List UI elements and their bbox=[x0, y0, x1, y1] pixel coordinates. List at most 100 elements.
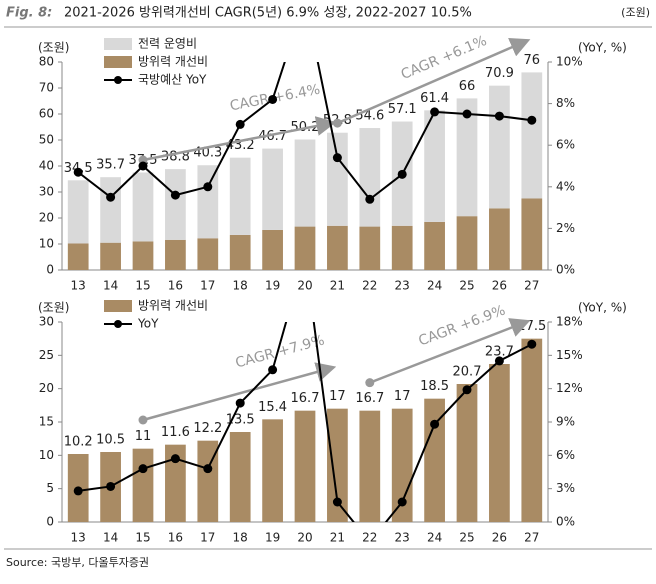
bar bbox=[489, 364, 510, 522]
y-axis-title: (조원) bbox=[38, 301, 69, 315]
yoy-point bbox=[138, 464, 148, 474]
bar bbox=[424, 221, 445, 270]
bar bbox=[359, 226, 381, 270]
cagr-start bbox=[365, 378, 375, 388]
legend-label: 방위력 개선비 bbox=[138, 299, 208, 313]
yoy-line bbox=[77, 62, 532, 201]
value-label: 11.6 bbox=[161, 425, 190, 440]
x-tick-label: 26 bbox=[492, 279, 507, 293]
yoy-point bbox=[332, 153, 342, 163]
y-tick-label: 10 bbox=[39, 448, 54, 462]
cagr-label: CAGR +6.9% bbox=[416, 302, 507, 349]
legend-swatch bbox=[104, 38, 132, 50]
x-tick-label: 22 bbox=[362, 279, 377, 293]
source: Source: 국방부, 다올투자증권 bbox=[6, 556, 149, 569]
y-tick-label: 30 bbox=[39, 185, 54, 199]
bar bbox=[294, 139, 316, 227]
total-label: 66 bbox=[459, 79, 476, 94]
x-tick-label: 14 bbox=[103, 531, 118, 545]
cagr-arrow bbox=[142, 116, 337, 162]
yoy-point bbox=[170, 190, 180, 200]
legend-dot bbox=[114, 76, 122, 84]
x-tick-label: 25 bbox=[459, 531, 474, 545]
y-tick-label: 0 bbox=[46, 263, 54, 277]
yoy-point bbox=[235, 398, 245, 408]
bar bbox=[359, 410, 381, 522]
legend-dot bbox=[114, 320, 122, 328]
y-tick-label: 20 bbox=[39, 381, 54, 395]
x-tick-label: 20 bbox=[297, 531, 312, 545]
bar bbox=[456, 216, 478, 270]
header-title: 2021-2026 방위력개선비 CAGR(5년) 6.9% 성장, 2022-… bbox=[64, 6, 472, 21]
x-tick-label: 22 bbox=[362, 531, 377, 545]
y2-tick-label: 2% bbox=[556, 221, 575, 235]
yoy-point bbox=[462, 385, 472, 395]
x-tick-label: 21 bbox=[330, 279, 345, 293]
x-tick-label: 13 bbox=[71, 279, 86, 293]
yoy-point bbox=[235, 119, 245, 129]
total-label: 61.4 bbox=[420, 91, 449, 106]
bar bbox=[197, 238, 219, 270]
x-tick-label: 19 bbox=[265, 279, 280, 293]
bar bbox=[327, 408, 348, 522]
yoy-point bbox=[494, 111, 504, 121]
x-tick-label: 17 bbox=[200, 279, 215, 293]
y2-axis-title: (YoY, %) bbox=[578, 41, 627, 55]
y-tick-label: 80 bbox=[39, 55, 54, 69]
bar bbox=[165, 444, 186, 522]
bar bbox=[67, 243, 89, 270]
legend-label: 방위력 개선비 bbox=[138, 55, 208, 69]
yoy-point bbox=[203, 182, 213, 192]
x-tick-label: 14 bbox=[103, 279, 118, 293]
bar bbox=[262, 229, 283, 270]
bar bbox=[229, 432, 251, 522]
bar bbox=[489, 208, 510, 270]
x-tick-label: 24 bbox=[427, 531, 442, 545]
bar bbox=[456, 98, 478, 217]
x-tick-label: 17 bbox=[200, 531, 215, 545]
value-label: 16.7 bbox=[355, 391, 384, 406]
bar bbox=[100, 242, 121, 270]
bar bbox=[132, 241, 154, 270]
bar bbox=[165, 169, 186, 240]
bar bbox=[359, 128, 381, 227]
x-tick-label: 20 bbox=[297, 279, 312, 293]
y-tick-label: 30 bbox=[39, 315, 54, 329]
x-tick-label: 18 bbox=[233, 531, 248, 545]
x-tick-label: 15 bbox=[135, 531, 150, 545]
y-tick-label: 15 bbox=[39, 415, 54, 429]
bar bbox=[294, 226, 316, 270]
value-label: 10.2 bbox=[64, 435, 93, 450]
yoy-point bbox=[106, 481, 116, 491]
yoy-point bbox=[397, 497, 407, 507]
header-unit: (조원) bbox=[621, 6, 650, 19]
bar bbox=[229, 157, 251, 235]
yoy-point bbox=[203, 464, 213, 474]
y2-tick-label: 0% bbox=[556, 263, 575, 277]
yoy-point bbox=[430, 107, 440, 117]
yoy-point bbox=[268, 94, 278, 104]
yoy-point bbox=[138, 161, 148, 171]
x-tick-label: 16 bbox=[168, 531, 183, 545]
y2-tick-label: 12% bbox=[556, 381, 583, 395]
total-label: 35.7 bbox=[96, 158, 125, 173]
bar bbox=[327, 132, 348, 226]
x-tick-label: 23 bbox=[395, 279, 410, 293]
yoy-line bbox=[78, 322, 533, 522]
bar bbox=[132, 448, 154, 522]
x-tick-label: 27 bbox=[524, 531, 539, 545]
x-tick-label: 19 bbox=[265, 531, 280, 545]
total-label: 76 bbox=[524, 53, 541, 68]
bar bbox=[424, 110, 445, 222]
x-tick-label: 23 bbox=[395, 531, 410, 545]
bar bbox=[165, 239, 186, 270]
bar bbox=[262, 148, 283, 230]
yoy-point bbox=[430, 419, 440, 429]
y-tick-label: 20 bbox=[39, 211, 54, 225]
y-tick-label: 25 bbox=[39, 348, 54, 362]
yoy-point bbox=[462, 109, 472, 119]
y2-tick-label: 3% bbox=[556, 481, 575, 495]
x-tick-label: 27 bbox=[524, 279, 539, 293]
value-label: 18.5 bbox=[420, 379, 449, 394]
